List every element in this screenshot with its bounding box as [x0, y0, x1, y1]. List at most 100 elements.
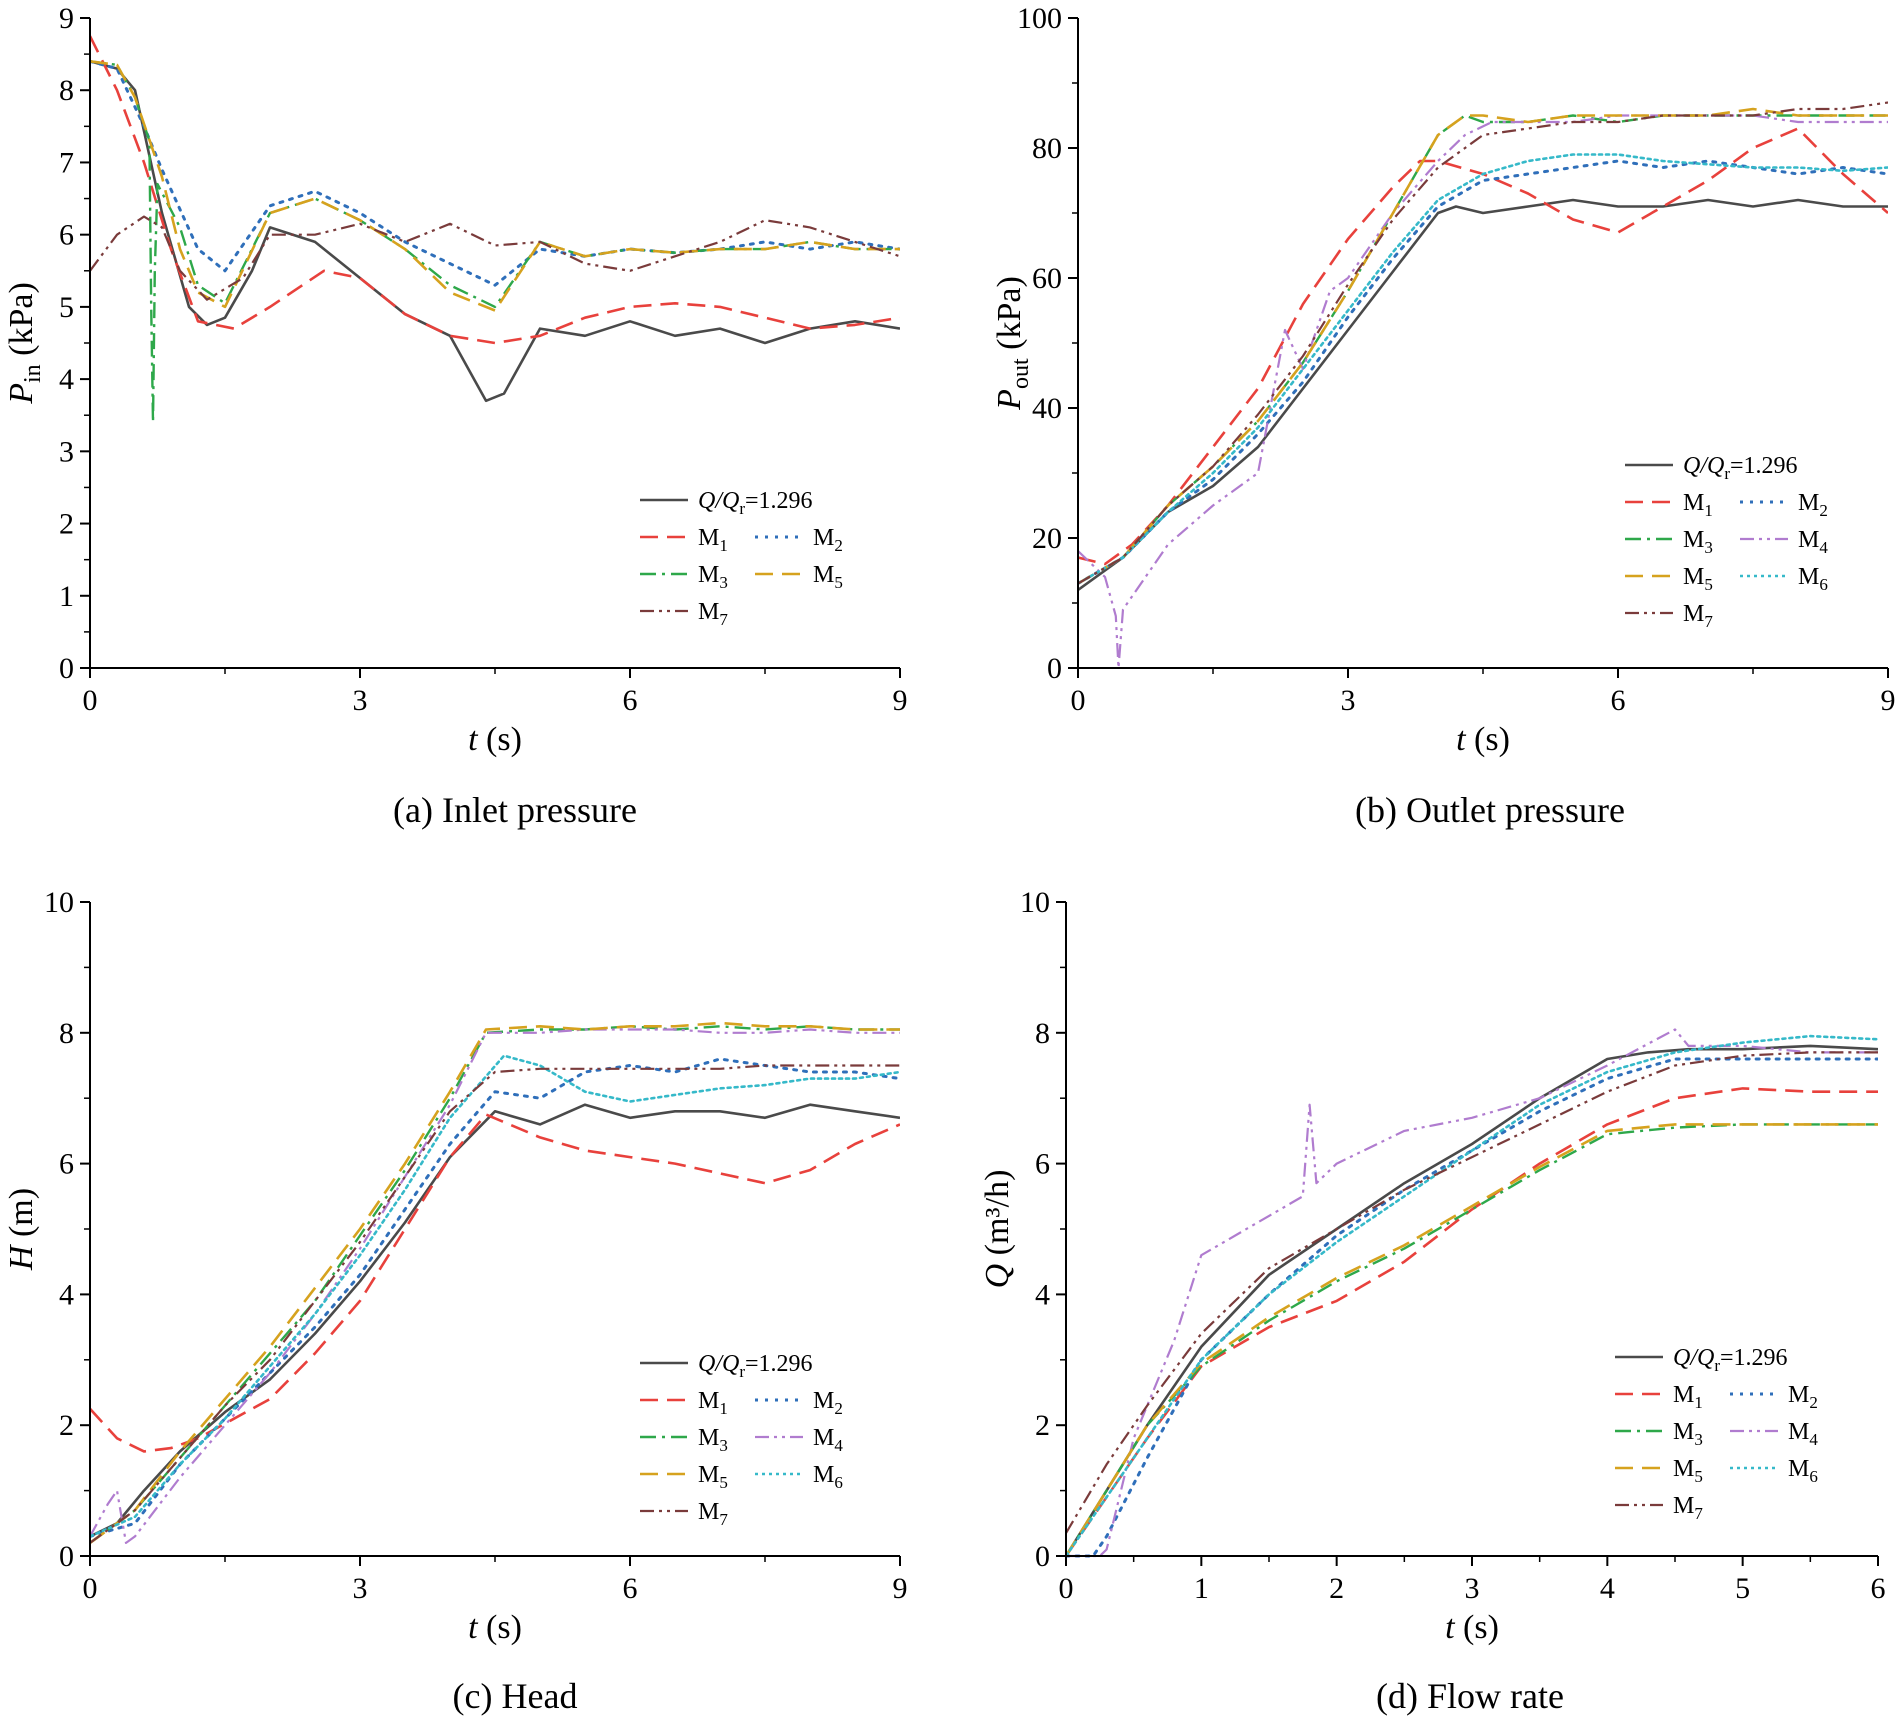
series-line-m6: [90, 1054, 900, 1538]
legend: Q/Qr=1.296 M1 M2 M3 M4 M5 M6 M7: [640, 1351, 843, 1529]
series-line-m1: [90, 1113, 900, 1453]
series-line-m3: [1066, 1123, 1878, 1557]
x-tick-label: 6: [623, 1572, 638, 1605]
y-axis-label: Pout (kPa): [991, 276, 1034, 411]
x-axis-label: t (s): [468, 1609, 522, 1646]
legend-label: M1: [1683, 490, 1713, 520]
legend-label: M6: [813, 1462, 843, 1492]
series-line-m3: [90, 1025, 900, 1544]
series-line-m7: [1078, 101, 1888, 585]
x-tick-label: 1: [1194, 1572, 1209, 1605]
series-line-m5: [1066, 1123, 1878, 1557]
series-line-m1: [90, 35, 900, 345]
y-tick-label: 6: [1035, 1148, 1050, 1181]
y-tick-label: 0: [59, 652, 74, 685]
y-axis-label: Pin (kPa): [3, 282, 46, 405]
series-line-m2: [90, 1057, 900, 1538]
y-tick-label: 4: [59, 1278, 74, 1311]
legend-label: M2: [813, 525, 843, 555]
y-tick-label: 8: [59, 1017, 74, 1050]
series-line-qqr1296: [90, 1103, 900, 1538]
y-tick-label: 2: [1035, 1409, 1050, 1442]
legend-label: M4: [1798, 527, 1828, 557]
legend-label: M7: [1673, 1493, 1703, 1523]
y-tick-label: 2: [59, 508, 74, 541]
y-tick-label: 0: [59, 1540, 74, 1573]
panel-caption: (b) Outlet pressure: [1355, 790, 1625, 830]
x-tick-label: 0: [1059, 1572, 1074, 1605]
x-tick-label: 5: [1735, 1572, 1750, 1605]
legend-label: M5: [698, 1462, 728, 1492]
legend-label: M5: [1673, 1456, 1703, 1486]
x-tick-label: 4: [1600, 1572, 1615, 1605]
y-tick-label: 8: [59, 74, 74, 107]
series-line-m7: [1066, 1051, 1878, 1534]
x-tick-label: 3: [353, 1572, 368, 1605]
x-tick-label: 0: [83, 1572, 98, 1605]
legend-label: M3: [1683, 527, 1713, 557]
y-tick-label: 8: [1035, 1017, 1050, 1050]
x-tick-label: 0: [83, 684, 98, 717]
legend-label: M2: [1788, 1382, 1818, 1412]
panel-caption: (d) Flow rate: [1376, 1676, 1564, 1716]
y-axis-label: Q (m³/h): [979, 1170, 1016, 1289]
legend-label: M3: [698, 562, 728, 592]
series-line-m1: [1078, 127, 1888, 566]
y-tick-label: 4: [1035, 1278, 1050, 1311]
y-tick-label: 80: [1032, 132, 1062, 165]
series-line-m7: [90, 215, 900, 301]
y-tick-label: 1: [59, 580, 74, 613]
series-line-m1: [1066, 1087, 1878, 1557]
legend-label: M7: [698, 1499, 728, 1529]
series-line-m5: [1078, 107, 1888, 585]
x-tick-label: 6: [623, 684, 638, 717]
legend-label: Q/Qr=1.296: [698, 488, 813, 518]
y-tick-label: 60: [1032, 262, 1062, 295]
legend-label: M6: [1788, 1456, 1818, 1486]
y-axis-label: H (m): [3, 1188, 40, 1271]
y-tick-label: 3: [59, 435, 74, 468]
series-line-m2: [1078, 159, 1888, 585]
legend: Q/Qr=1.296 M1 M2 M3 M4 M5 M6 M7: [1615, 1345, 1818, 1523]
series-line-qqr1296: [90, 60, 900, 403]
legend-label: M7: [1683, 601, 1713, 631]
series-line-qqr1296: [1066, 1044, 1878, 1557]
x-tick-label: 9: [1881, 684, 1896, 717]
y-tick-label: 0: [1035, 1540, 1050, 1573]
legend-label: M5: [813, 562, 843, 592]
x-axis-label: t (s): [1445, 1609, 1499, 1646]
series-line-m2: [1066, 1057, 1878, 1558]
y-tick-label: 20: [1032, 522, 1062, 555]
series-group: [90, 1021, 900, 1545]
chart-panel-1: 0 3 6 9 0 1 2 3 4 5 6 7 8 9 t (s) Pin (kPa) Q/Qr=1.296 M1…: [3, 2, 908, 830]
y-tick-label: 4: [59, 363, 74, 396]
x-tick-label: 3: [353, 684, 368, 717]
x-tick-label: 0: [1071, 684, 1086, 717]
x-axis-label: t (s): [1456, 721, 1510, 758]
legend-label: M5: [1683, 564, 1713, 594]
y-tick-label: 10: [44, 886, 74, 919]
y-tick-label: 9: [59, 2, 74, 35]
legend-label: M6: [1798, 564, 1828, 594]
panel-caption: (a) Inlet pressure: [393, 790, 637, 830]
series-line-m4: [90, 1028, 900, 1545]
legend-label: M1: [1673, 1382, 1703, 1412]
x-tick-label: 9: [893, 684, 908, 717]
y-tick-label: 7: [59, 146, 74, 179]
y-tick-label: 40: [1032, 392, 1062, 425]
legend-label: M7: [698, 599, 728, 629]
series-group: [1078, 101, 1888, 670]
x-tick-label: 3: [1341, 684, 1356, 717]
y-tick-label: 2: [59, 1409, 74, 1442]
y-tick-label: 10: [1020, 886, 1050, 919]
x-tick-label: 2: [1329, 1572, 1344, 1605]
legend-label: M1: [698, 1388, 728, 1418]
legend-label: Q/Qr=1.296: [1673, 1345, 1788, 1375]
panel-caption: (c) Head: [453, 1676, 578, 1716]
series-line-qqr1296: [1078, 198, 1888, 592]
chart-panel-4: 0 1 2 3 4 5 6 0 2 4 6 8 10 t (s) Q (m³/h) Q/Qr=1.296 M1 M…: [979, 886, 1886, 1716]
legend-label: Q/Qr=1.296: [698, 1351, 813, 1381]
legend-label: Q/Qr=1.296: [1683, 453, 1798, 483]
x-tick-label: 6: [1611, 684, 1626, 717]
legend-label: M4: [1788, 1419, 1818, 1449]
